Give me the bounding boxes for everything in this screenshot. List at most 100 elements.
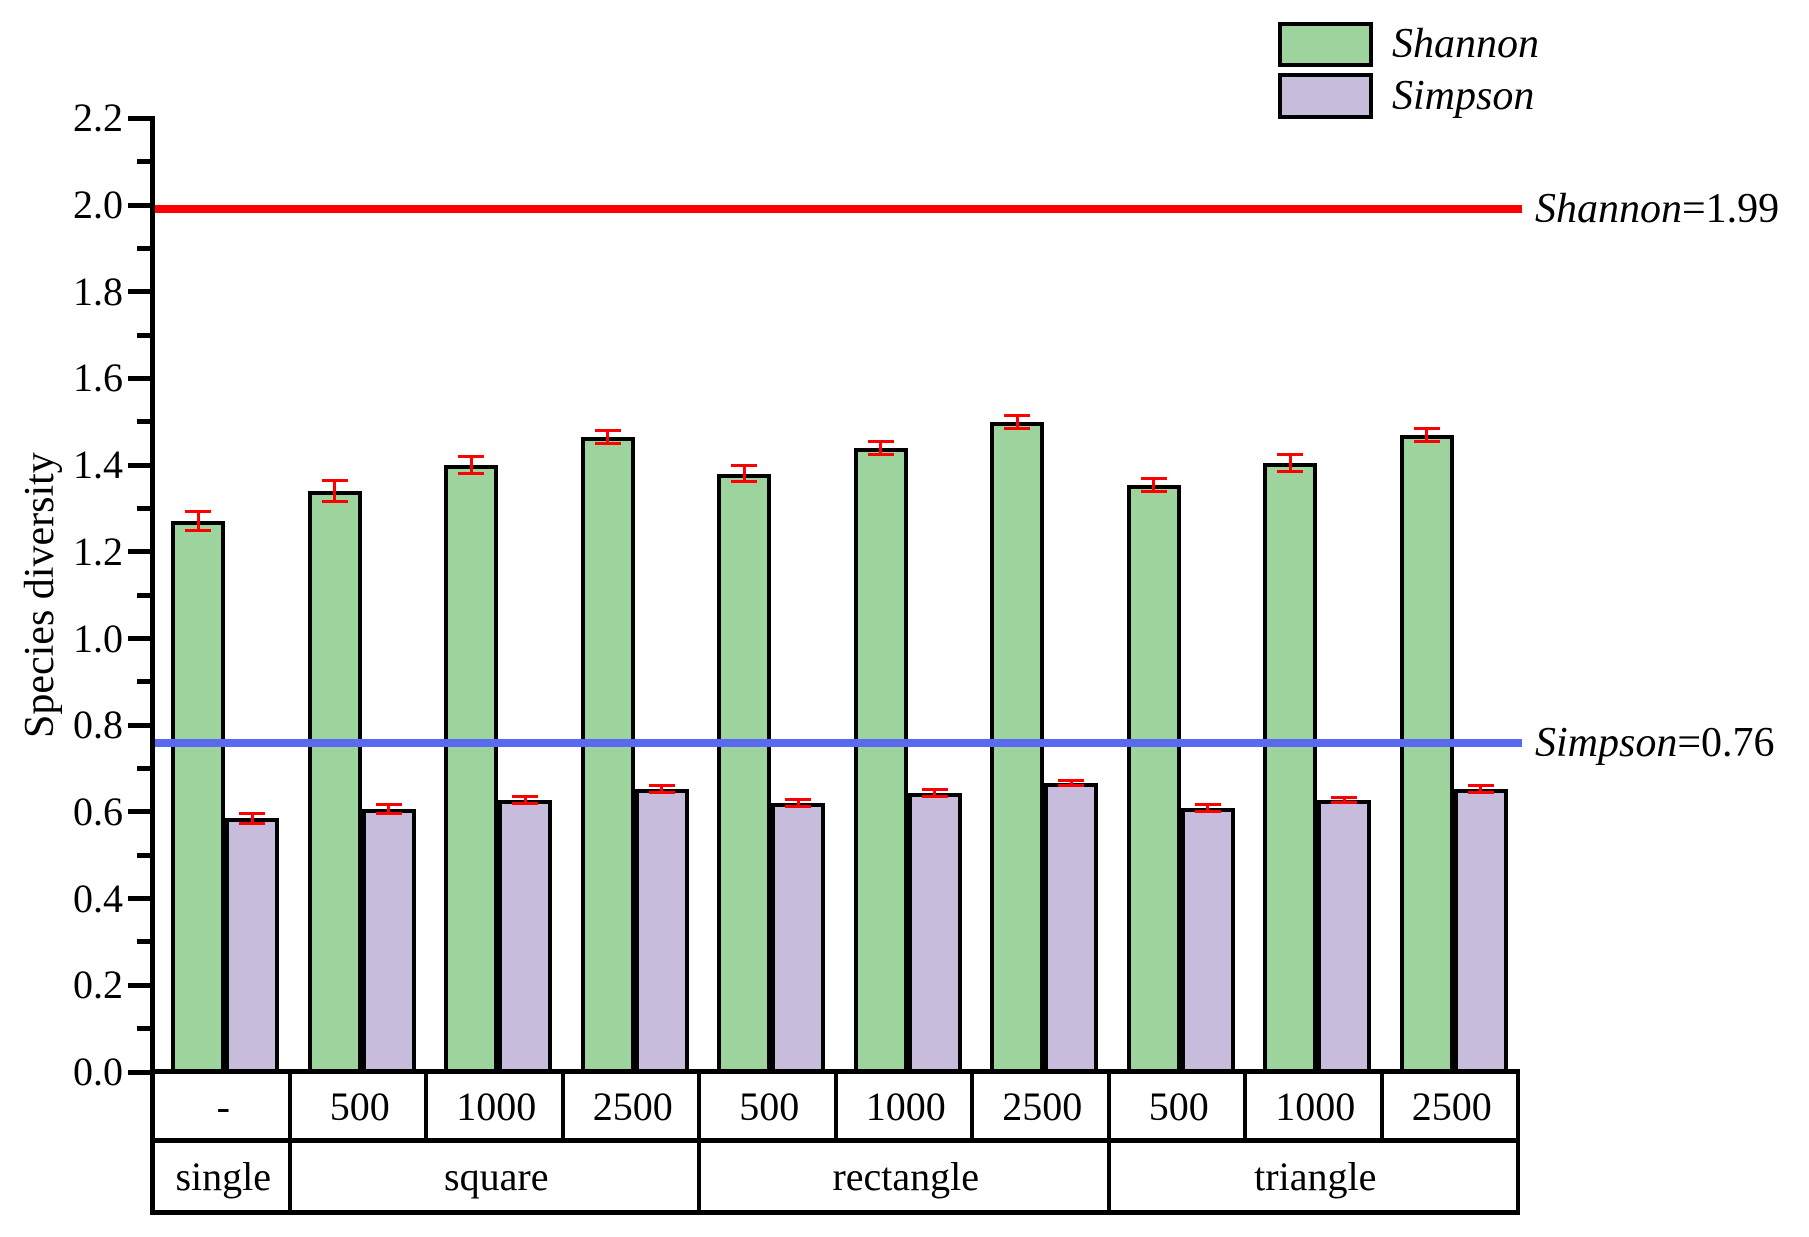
reference-line-label-simpson: Simpson=0.76 <box>1535 719 1775 766</box>
y-axis-minor-tick <box>137 1026 150 1032</box>
bar-shannon-9 <box>1399 434 1454 1074</box>
bar-shannon-7 <box>1126 484 1181 1074</box>
bar-simpson-6 <box>1044 782 1098 1074</box>
error-bar-cap-top <box>594 428 621 432</box>
error-bar-cap-bottom <box>1277 470 1303 474</box>
y-axis-title: Species diversity <box>17 452 63 739</box>
x-tick-label: 1000 <box>456 1083 537 1129</box>
error-bar-cap-bottom <box>867 452 894 456</box>
x-tick-label: 1000 <box>865 1083 946 1129</box>
bar-simpson-1 <box>361 808 416 1074</box>
error-bar-cap-bottom <box>921 795 948 799</box>
error-bar-stem <box>879 441 882 455</box>
y-axis-line <box>150 116 155 1215</box>
error-bar-cap-top <box>867 439 894 443</box>
bar-shannon-8 <box>1263 462 1317 1074</box>
x-tick-label: 2500 <box>1411 1083 1492 1129</box>
error-bar-cap-top <box>458 454 484 458</box>
y-tick-label: 1.4 <box>73 442 123 488</box>
error-bar-cap-bottom <box>785 805 811 809</box>
x-tick-label: 500 <box>739 1083 800 1129</box>
error-bar-cap-top <box>239 811 265 815</box>
error-bar-stem <box>387 804 390 814</box>
x-tick-label: 1000 <box>1275 1083 1356 1129</box>
error-bar-cap-bottom <box>648 790 675 794</box>
error-bar-cap-top <box>1194 802 1221 806</box>
x-table-vline <box>287 1069 292 1143</box>
error-bar-cap-top <box>1467 783 1494 787</box>
bar-simpson-2 <box>498 800 552 1074</box>
y-axis-major-tick <box>128 636 150 641</box>
error-bar-stem <box>469 456 473 474</box>
bar-shannon-0 <box>171 521 225 1074</box>
error-bar-cap-bottom <box>321 500 348 504</box>
y-axis-major-tick <box>128 722 150 728</box>
error-bar-cap-bottom <box>375 811 402 815</box>
x-table-vline <box>833 1069 838 1143</box>
error-bar-stem <box>1152 478 1155 492</box>
legend-label-shannon: Shannon <box>1392 21 1539 67</box>
error-bar-stem <box>523 796 527 804</box>
x-group-label: square <box>444 1154 549 1199</box>
error-bar-cap-top <box>321 478 348 482</box>
bar-simpson-0 <box>225 818 279 1074</box>
error-bar-cap-top <box>1277 452 1303 456</box>
y-axis-minor-tick <box>137 852 150 858</box>
x-tick-label: 2500 <box>592 1083 673 1129</box>
x-tick-label: - <box>216 1083 230 1129</box>
bar-shannon-5 <box>853 447 908 1074</box>
error-bar-cap-top <box>1413 426 1440 430</box>
bar-shannon-2 <box>444 465 498 1074</box>
error-bar-cap-bottom <box>458 472 484 476</box>
y-axis-major-tick <box>128 375 150 381</box>
y-axis-major-tick <box>128 549 150 555</box>
error-bar-cap-top <box>648 783 675 787</box>
x-group-label: single <box>175 1154 272 1199</box>
y-axis-major-tick <box>128 1069 150 1075</box>
error-bar-cap-bottom <box>1467 790 1494 794</box>
error-bar-stem <box>1069 780 1073 786</box>
x-table-vline <box>970 1069 974 1143</box>
y-axis-minor-tick <box>137 245 150 251</box>
x-tick-label: 500 <box>329 1083 390 1129</box>
x-table-vline <box>1379 1069 1384 1143</box>
x-table-vline <box>1516 1138 1520 1215</box>
x-table-vline <box>151 1069 155 1143</box>
error-bar-stem <box>660 785 663 793</box>
reference-line-shannon <box>155 205 1522 214</box>
error-bar-stem <box>1015 415 1019 429</box>
y-tick-label: 0.6 <box>73 788 123 834</box>
y-tick-label: 0.0 <box>73 1049 123 1094</box>
y-axis-minor-tick <box>137 419 150 425</box>
error-bar-cap-bottom <box>1331 800 1357 804</box>
bar-shannon-6 <box>990 421 1044 1074</box>
error-bar-cap-bottom <box>731 480 757 484</box>
x-table-vline <box>1106 1138 1111 1215</box>
error-bar-cap-bottom <box>1058 783 1084 787</box>
y-tick-label: 0.8 <box>73 702 123 748</box>
x-table-vline <box>151 1138 155 1215</box>
y-tick-label: 1.0 <box>73 615 123 661</box>
x-group-label: triangle <box>1254 1154 1377 1199</box>
error-bar-cap-bottom <box>512 802 538 806</box>
bar-simpson-8 <box>1317 799 1371 1074</box>
x-table-vline <box>1243 1069 1247 1143</box>
bar-simpson-7 <box>1180 807 1235 1074</box>
legend-swatch-simpson <box>1278 73 1373 119</box>
x-table-vline <box>697 1138 701 1215</box>
error-bar-cap-bottom <box>594 441 621 445</box>
x-tick-label: 500 <box>1148 1083 1209 1129</box>
bar-shannon-4 <box>717 473 771 1074</box>
y-tick-label: 1.8 <box>73 268 123 314</box>
bar-simpson-3 <box>634 788 689 1074</box>
error-bar-stem <box>606 430 609 444</box>
error-bar-stem <box>1288 454 1292 472</box>
x-table-vline <box>287 1138 292 1215</box>
error-bar-stem <box>1206 804 1209 812</box>
y-axis-major-tick <box>128 202 150 208</box>
error-bar-cap-top <box>1058 778 1084 782</box>
x-tick-label: 2500 <box>1002 1083 1083 1129</box>
bar-simpson-4 <box>771 803 825 1074</box>
error-bar-cap-top <box>785 798 811 802</box>
